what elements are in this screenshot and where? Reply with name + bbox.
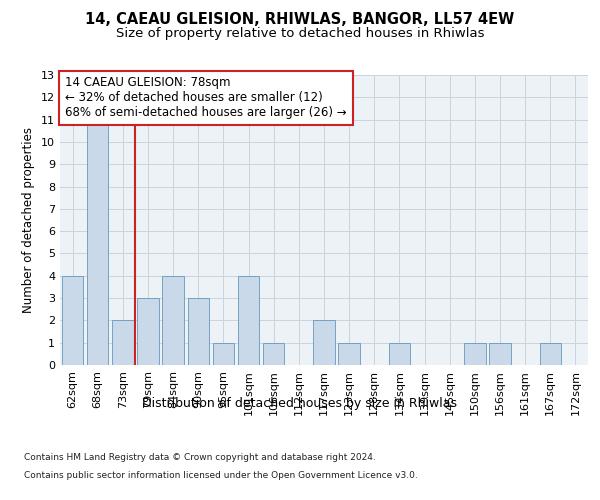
Text: Distribution of detached houses by size in Rhiwlas: Distribution of detached houses by size … xyxy=(143,398,458,410)
Bar xyxy=(389,342,410,365)
Text: Contains public sector information licensed under the Open Government Licence v3: Contains public sector information licen… xyxy=(24,471,418,480)
Bar xyxy=(62,276,83,365)
Bar xyxy=(263,342,284,365)
Text: Size of property relative to detached houses in Rhiwlas: Size of property relative to detached ho… xyxy=(116,28,484,40)
Bar xyxy=(313,320,335,365)
Bar xyxy=(238,276,259,365)
Bar xyxy=(137,298,158,365)
Text: 14 CAEAU GLEISION: 78sqm
← 32% of detached houses are smaller (12)
68% of semi-d: 14 CAEAU GLEISION: 78sqm ← 32% of detach… xyxy=(65,76,347,120)
Y-axis label: Number of detached properties: Number of detached properties xyxy=(22,127,35,313)
Text: Contains HM Land Registry data © Crown copyright and database right 2024.: Contains HM Land Registry data © Crown c… xyxy=(24,452,376,462)
Bar xyxy=(87,120,109,365)
Bar xyxy=(464,342,485,365)
Bar xyxy=(539,342,561,365)
Bar xyxy=(490,342,511,365)
Bar xyxy=(112,320,134,365)
Bar xyxy=(163,276,184,365)
Text: 14, CAEAU GLEISION, RHIWLAS, BANGOR, LL57 4EW: 14, CAEAU GLEISION, RHIWLAS, BANGOR, LL5… xyxy=(85,12,515,28)
Bar xyxy=(338,342,360,365)
Bar xyxy=(213,342,234,365)
Bar xyxy=(188,298,209,365)
